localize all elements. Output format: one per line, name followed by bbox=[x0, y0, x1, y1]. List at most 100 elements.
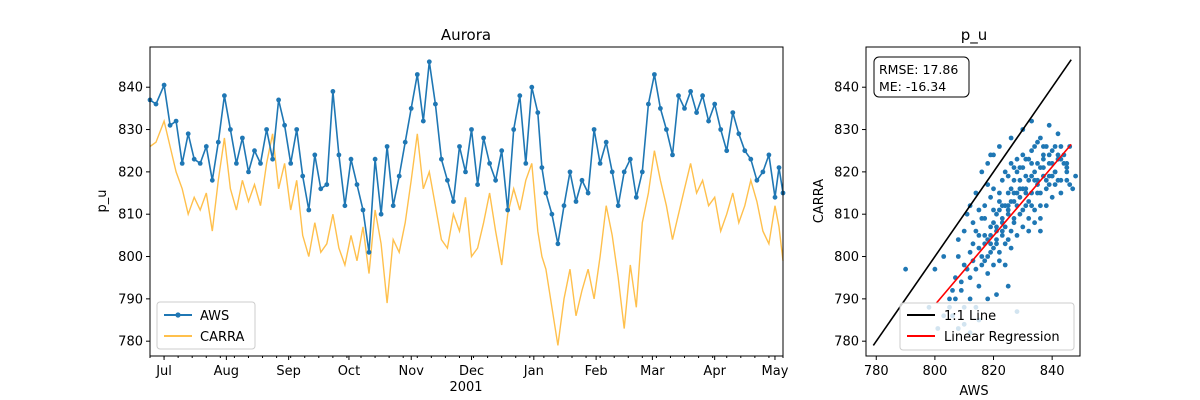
aws-point bbox=[639, 169, 645, 175]
scatter-point bbox=[988, 224, 993, 230]
scatter-point bbox=[991, 262, 996, 268]
aws-point bbox=[760, 169, 766, 175]
y-tick-label: 790 bbox=[834, 292, 859, 307]
timeseries-axes-frame bbox=[149, 46, 784, 357]
series-line-carra bbox=[149, 118, 784, 346]
scatter-point bbox=[1023, 190, 1029, 196]
scatter-point bbox=[985, 296, 991, 302]
aws-point bbox=[646, 101, 651, 107]
aws-point bbox=[354, 182, 360, 188]
x-tick-label: Dec bbox=[459, 364, 484, 379]
stats-annotation: RMSE: 17.86 ME: -16.34 bbox=[873, 56, 970, 98]
aws-point bbox=[197, 161, 203, 166]
aws-point bbox=[609, 169, 615, 175]
aws-point bbox=[469, 127, 474, 132]
aws-point bbox=[420, 118, 426, 124]
scatter-point bbox=[903, 266, 908, 272]
x-tick-label: Jan bbox=[523, 364, 544, 379]
scatter-panel: p_u 780 800 820 840 780 790 800 810 820 830 840 A… bbox=[812, 26, 1081, 399]
scatter-point bbox=[976, 245, 982, 251]
aws-point bbox=[529, 84, 535, 90]
aws-point bbox=[439, 156, 444, 162]
scatter-point bbox=[967, 249, 973, 255]
scatter-point bbox=[1035, 190, 1040, 196]
scatter-point bbox=[1064, 165, 1070, 171]
aws-point bbox=[288, 161, 294, 166]
scatter-point bbox=[1005, 190, 1011, 196]
scatter-point bbox=[988, 194, 993, 200]
aws-point bbox=[312, 152, 318, 158]
one-to-one-line bbox=[872, 59, 1072, 346]
y-tick-label: 810 bbox=[834, 208, 859, 223]
scatter-point bbox=[1002, 241, 1008, 247]
scatter-point bbox=[1055, 177, 1061, 183]
scatter-point bbox=[1049, 194, 1055, 200]
timeseries-panel: Aurora Jul Aug Sep Oct Nov Dec Jan Feb Mar Apr May… bbox=[95, 26, 789, 395]
aws-point bbox=[555, 241, 561, 247]
aws-point bbox=[378, 211, 384, 217]
aws-point bbox=[191, 156, 197, 162]
scatter-point bbox=[1067, 182, 1073, 188]
scatter-point bbox=[973, 228, 979, 234]
scatter-point bbox=[1023, 203, 1029, 209]
scatter-point bbox=[1014, 169, 1020, 175]
aws-point bbox=[676, 93, 681, 99]
aws-point bbox=[523, 161, 529, 166]
aws-point bbox=[487, 161, 492, 166]
x-tick-label: 780 bbox=[864, 364, 889, 379]
aws-point bbox=[336, 152, 342, 158]
timeseries-title: Aurora bbox=[441, 26, 491, 44]
x-tick-label: Jul bbox=[155, 364, 172, 379]
aws-point bbox=[535, 110, 541, 115]
scatter-point bbox=[991, 220, 996, 226]
scatter-point bbox=[1026, 177, 1032, 183]
scatter-point bbox=[970, 220, 976, 226]
scatter-point bbox=[1049, 148, 1055, 154]
scatter-point bbox=[1064, 169, 1070, 175]
aws-point bbox=[426, 59, 432, 65]
timeseries-x-label: 2001 bbox=[449, 380, 482, 395]
x-tick-label: Feb bbox=[585, 364, 608, 379]
aws-point bbox=[306, 207, 312, 213]
scatter-point bbox=[1011, 177, 1017, 183]
aws-point bbox=[633, 194, 639, 200]
aws-point bbox=[615, 203, 621, 209]
aws-point bbox=[408, 106, 414, 111]
scatter-point bbox=[1011, 199, 1017, 204]
scatter-legend-box bbox=[899, 302, 1075, 351]
y-tick-label: 820 bbox=[834, 165, 859, 180]
aws-point bbox=[706, 118, 711, 124]
scatter-point bbox=[1002, 169, 1008, 175]
timeseries-y-ticks: 780 790 800 810 820 830 840 bbox=[118, 81, 150, 350]
aws-point bbox=[463, 169, 468, 175]
scatter-point bbox=[961, 228, 967, 234]
scatter-point bbox=[1008, 228, 1014, 234]
scatter-point bbox=[950, 288, 955, 293]
scatter-point bbox=[1032, 220, 1037, 226]
aws-point bbox=[228, 127, 233, 132]
scatter-point bbox=[985, 271, 991, 276]
me-text: ME: -16.34 bbox=[879, 79, 946, 94]
aws-point bbox=[258, 161, 263, 166]
scatter-point bbox=[988, 249, 993, 255]
aws-point bbox=[215, 139, 221, 145]
aws-point bbox=[772, 194, 778, 200]
scatter-point bbox=[976, 283, 982, 289]
scatter-point bbox=[988, 241, 993, 247]
aws-point bbox=[597, 161, 603, 166]
aws-point bbox=[246, 169, 251, 175]
scatter-point bbox=[979, 169, 985, 175]
scatter-point bbox=[1035, 161, 1040, 166]
aws-point bbox=[561, 203, 567, 209]
aws-point bbox=[366, 249, 372, 255]
scatter-point bbox=[1023, 186, 1029, 192]
scatter-point bbox=[982, 258, 988, 264]
scatter-point bbox=[1055, 152, 1061, 158]
scatter-point bbox=[982, 233, 988, 238]
aws-point bbox=[384, 144, 390, 149]
legend-one-to-one-label: 1:1 Line bbox=[944, 309, 996, 324]
scatter-point bbox=[976, 207, 982, 213]
aws-point bbox=[372, 156, 378, 162]
aws-point bbox=[330, 89, 336, 94]
